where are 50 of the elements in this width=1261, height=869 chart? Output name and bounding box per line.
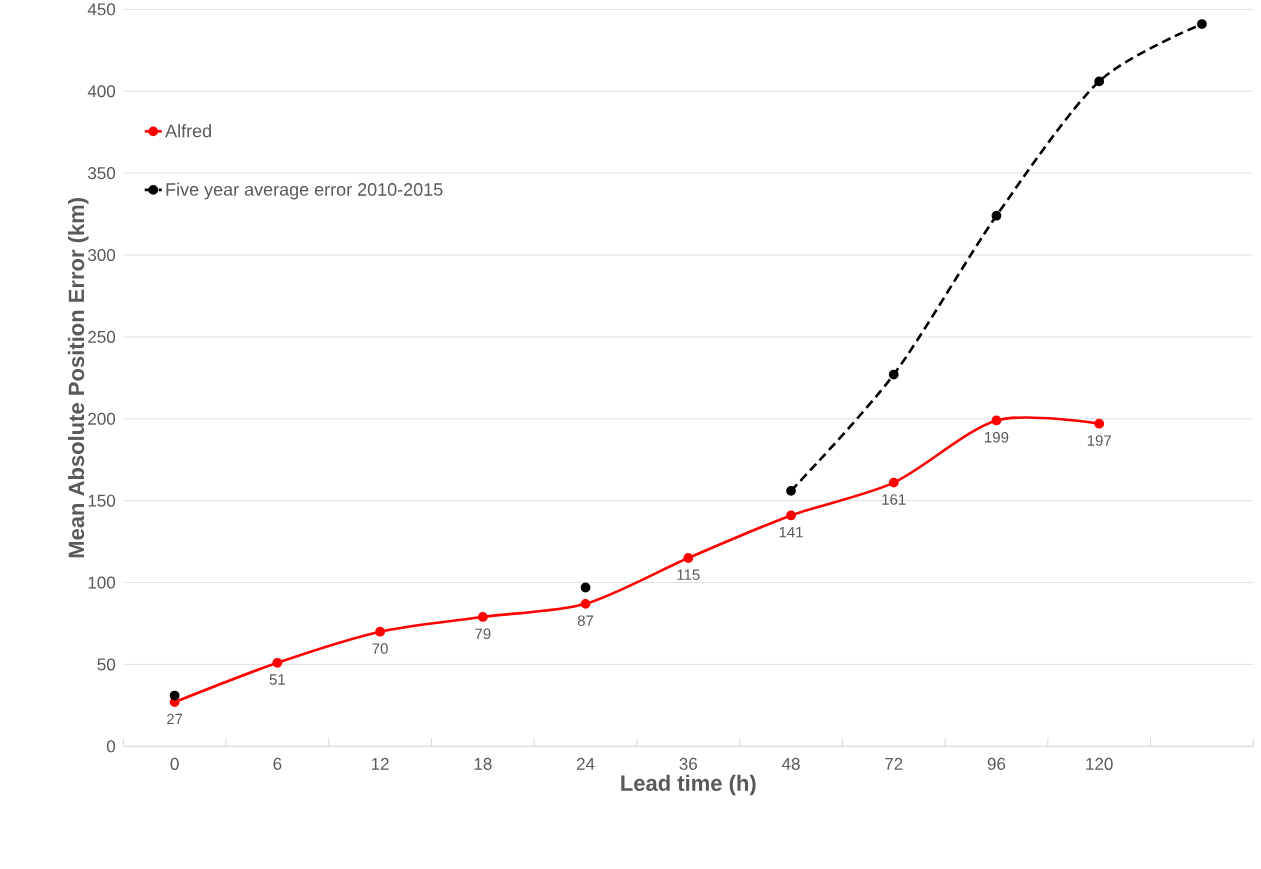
data-label: 51 [269, 674, 285, 685]
legend-label: Five year average error 2010-2015 [166, 182, 443, 200]
y-axis-title: Mean Absolute Position Error (km) [68, 197, 89, 558]
x-tick-label: 36 [679, 757, 697, 770]
data-label: 27 [167, 713, 183, 725]
data-label: 161 [882, 494, 906, 505]
point [991, 415, 1002, 426]
x-tick-label: 120 [1086, 757, 1113, 770]
y-tick-label: 300 [88, 248, 116, 261]
point [786, 485, 796, 496]
point [786, 510, 796, 521]
y-tick-label: 450 [87, 3, 116, 16]
point [580, 582, 591, 593]
point [272, 657, 283, 668]
point [169, 690, 180, 701]
point [1094, 76, 1105, 87]
y-tick-label: 200 [88, 412, 116, 425]
x-tick-label: 48 [781, 757, 800, 770]
y-tick-label: 250 [88, 330, 116, 343]
x-tick-label: 6 [273, 757, 282, 770]
point [888, 477, 899, 488]
y-tick-label: 400 [87, 85, 116, 98]
x-tick-label: 0 [170, 757, 179, 770]
point [888, 369, 899, 380]
data-label: 87 [577, 615, 594, 626]
data-label: 70 [372, 643, 388, 654]
data-label: 199 [985, 431, 1009, 443]
legend-label: Alfred [165, 124, 211, 138]
point [1094, 418, 1105, 429]
y-tick-label: 0 [106, 740, 116, 753]
x-tick-label: 12 [371, 757, 389, 770]
point [375, 626, 385, 637]
data-label: 79 [475, 628, 491, 640]
x-tick-label: 18 [474, 757, 492, 770]
data-label: 115 [677, 569, 700, 580]
point [683, 553, 694, 563]
point [580, 598, 591, 609]
x-tick-label: 72 [885, 757, 903, 770]
y-tick-label: 50 [97, 658, 116, 671]
point [1197, 19, 1207, 29]
y-tick-label: 100 [88, 576, 116, 589]
x-tick-label: 96 [987, 757, 1006, 770]
data-label: 197 [1087, 435, 1111, 446]
point [477, 611, 488, 622]
x-tick-label: 24 [576, 757, 595, 770]
y-tick-label: 150 [88, 494, 116, 507]
x-axis-title: Lead time (h) [621, 774, 756, 796]
point [991, 210, 1002, 221]
y-tick-label: 350 [88, 167, 116, 180]
data-label: 141 [779, 526, 803, 538]
